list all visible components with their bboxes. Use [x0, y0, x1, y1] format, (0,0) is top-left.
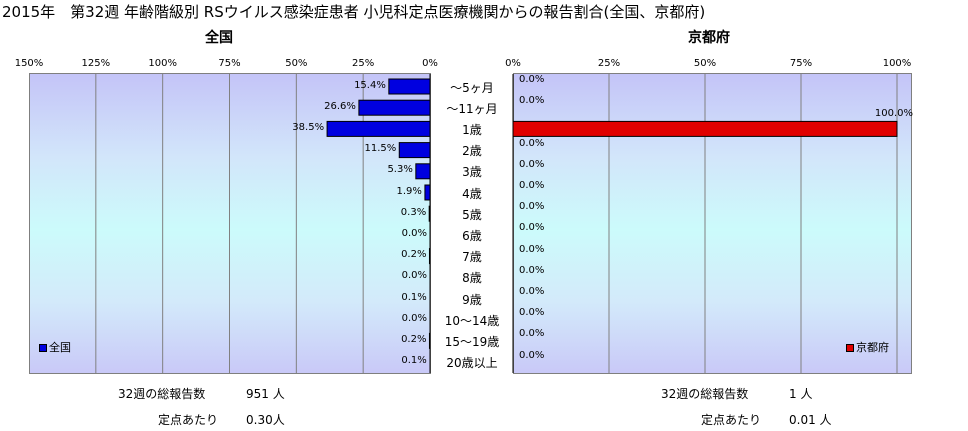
kyoto-tick-label: 50%	[693, 58, 717, 69]
kyoto-value-label: 0.0%	[519, 264, 545, 276]
category-label: 8歳	[462, 271, 482, 286]
category-label: 1歳	[462, 122, 482, 137]
national-value-label: 15.4%	[354, 79, 386, 91]
category-label: 20歳以上	[446, 356, 498, 371]
national-tick-label: 0%	[422, 58, 438, 69]
kyoto-value-label: 0.0%	[519, 243, 545, 255]
kyoto-value-label: 100.0%	[874, 108, 913, 120]
kyoto-value-label: 0.0%	[519, 74, 545, 85]
category-label: 2歳	[462, 144, 482, 159]
national-bar	[358, 99, 431, 116]
kyoto-bar	[512, 120, 898, 137]
kyoto-reports-value: 1 人	[789, 387, 813, 401]
national-tick-label: 150%	[14, 58, 44, 69]
national-per-label: 定点あたり	[158, 413, 219, 427]
national-value-label: 0.0%	[401, 270, 427, 282]
national-legend-label: 全国	[49, 341, 71, 354]
kyoto-legend-swatch	[846, 344, 854, 352]
category-label: 9歳	[462, 292, 482, 307]
national-bar	[326, 120, 431, 137]
national-reports-label: 32週の総報告数	[118, 387, 206, 401]
kyoto-value-label: 0.0%	[519, 222, 545, 234]
national-value-label: 0.0%	[401, 227, 427, 239]
national-reports-value: 951 人	[246, 387, 285, 401]
kyoto-panel-title: 京都府	[688, 30, 730, 46]
kyoto-reports-label: 32週の総報告数	[661, 387, 749, 401]
national-panel-title: 全国	[205, 30, 233, 46]
category-label: ～5ヶ月	[450, 80, 494, 95]
category-label: ～11ヶ月	[446, 101, 498, 116]
kyoto-value-label: 0.0%	[519, 158, 545, 170]
category-label: 7歳	[462, 250, 482, 265]
kyoto-tick-label: 100%	[882, 58, 912, 69]
national-bar	[415, 163, 431, 180]
kyoto-value-label: 0.0%	[519, 307, 545, 319]
national-value-label: 0.1%	[401, 291, 427, 303]
kyoto-value-label: 0.0%	[519, 328, 545, 340]
national-value-label: 5.3%	[387, 164, 413, 176]
national-value-label: 0.3%	[400, 206, 427, 218]
national-tick-label: 50%	[285, 58, 308, 69]
category-label: 4歳	[462, 186, 482, 201]
national-bar	[398, 142, 431, 159]
national-value-label: 38.5%	[292, 121, 325, 133]
kyoto-per-value: 0.01 人	[789, 413, 832, 427]
kyoto-tick-label: 75%	[789, 58, 813, 69]
national-value-label: 11.5%	[364, 143, 397, 155]
category-label: 15～19歳	[444, 334, 500, 349]
national-value-label: 0.0%	[401, 312, 427, 324]
national-legend-swatch	[39, 344, 47, 352]
national-tick-label: 25%	[352, 58, 375, 69]
national-value-label: 0.2%	[401, 249, 427, 261]
kyoto-value-label: 0.0%	[519, 180, 545, 191]
national-bar	[388, 78, 431, 95]
kyoto-tick-label: 25%	[597, 58, 621, 69]
category-label: 3歳	[462, 165, 482, 180]
national-bar	[424, 184, 431, 201]
chart-title: 2015年 第32週 年齢階級別 RSウイルス感染症患者 小児科定点医療機関から…	[2, 3, 706, 21]
category-label: 10～14歳	[444, 313, 500, 328]
national-legend: 全国	[39, 339, 71, 355]
kyoto-value-label: 0.0%	[519, 201, 545, 213]
kyoto-value-label: 0.0%	[519, 286, 545, 297]
national-value-label: 1.9%	[396, 185, 422, 197]
kyoto-value-label: 0.0%	[519, 95, 545, 107]
national-value-label: 26.6%	[324, 100, 356, 112]
national-tick-label: 100%	[148, 58, 177, 69]
kyoto-value-label: 0.0%	[519, 137, 545, 149]
national-tick-label: 125%	[81, 58, 111, 69]
category-label: 5歳	[462, 207, 482, 222]
kyoto-value-label: 0.0%	[519, 349, 545, 361]
category-label: 6歳	[462, 228, 482, 243]
kyoto-legend-label: 京都府	[856, 341, 889, 354]
national-tick-label: 75%	[218, 58, 241, 69]
national-per-value: 0.30人	[246, 413, 285, 427]
national-value-label: 0.2%	[401, 333, 427, 345]
kyoto-tick-label: 0%	[505, 58, 521, 69]
national-value-label: 0.1%	[401, 355, 427, 367]
kyoto-per-label: 定点あたり	[701, 413, 762, 427]
kyoto-legend: 京都府	[846, 339, 889, 355]
